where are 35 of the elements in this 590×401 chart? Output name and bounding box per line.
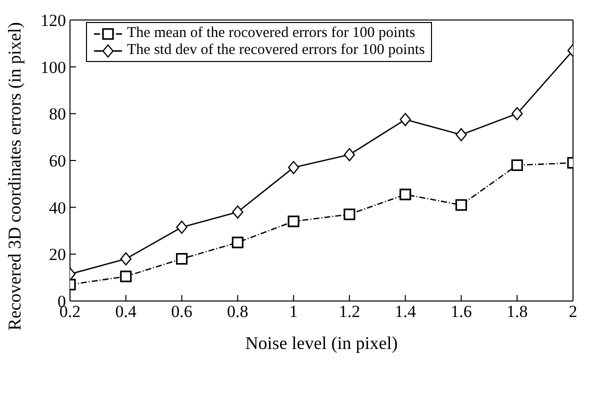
- point: [120, 252, 132, 266]
- y-tick-label: 80: [49, 104, 66, 124]
- point: [232, 236, 244, 248]
- x-tick-label: 1: [289, 302, 298, 322]
- y-tick-label: 60: [49, 152, 66, 171]
- y-axis-title: Recovered 3D coordinates errors (in pixel): [4, 22, 24, 330]
- point: [455, 199, 468, 211]
- x-tick-label: 2: [568, 302, 578, 322]
- legend-label: The std dev of the recovered errors for 100 points: [127, 42, 425, 59]
- x-tick-label: 1.6: [450, 302, 472, 322]
- point: [120, 270, 132, 282]
- legend-label: The mean of the rocovered errors for 100 points: [127, 25, 416, 42]
- point: [400, 188, 412, 200]
- y-tick-label: 20: [49, 245, 66, 264]
- y-tick-label: 120: [40, 11, 66, 30]
- x-tick-label: 1.2: [338, 302, 360, 322]
- point: [176, 220, 188, 234]
- x-tick-label: 1.8: [506, 302, 528, 322]
- y-tick-label: 40: [49, 198, 66, 218]
- point: [232, 205, 244, 219]
- x-tick-label: 0.8: [227, 302, 248, 322]
- y-tick-label: 100: [40, 58, 66, 77]
- x-axis-title: Noise level (in pixel): [245, 333, 398, 353]
- point: [288, 216, 300, 228]
- point: [511, 159, 523, 171]
- point: [176, 253, 188, 265]
- x-tick-label: 1.4: [394, 302, 416, 322]
- point: [344, 208, 356, 220]
- point: [288, 160, 300, 174]
- point: [512, 107, 523, 120]
- point: [400, 112, 411, 126]
- point: [456, 128, 467, 142]
- x-tick-label: 0.4: [115, 302, 138, 322]
- point: [344, 148, 356, 162]
- x-tick-label: 0.6: [171, 302, 192, 322]
